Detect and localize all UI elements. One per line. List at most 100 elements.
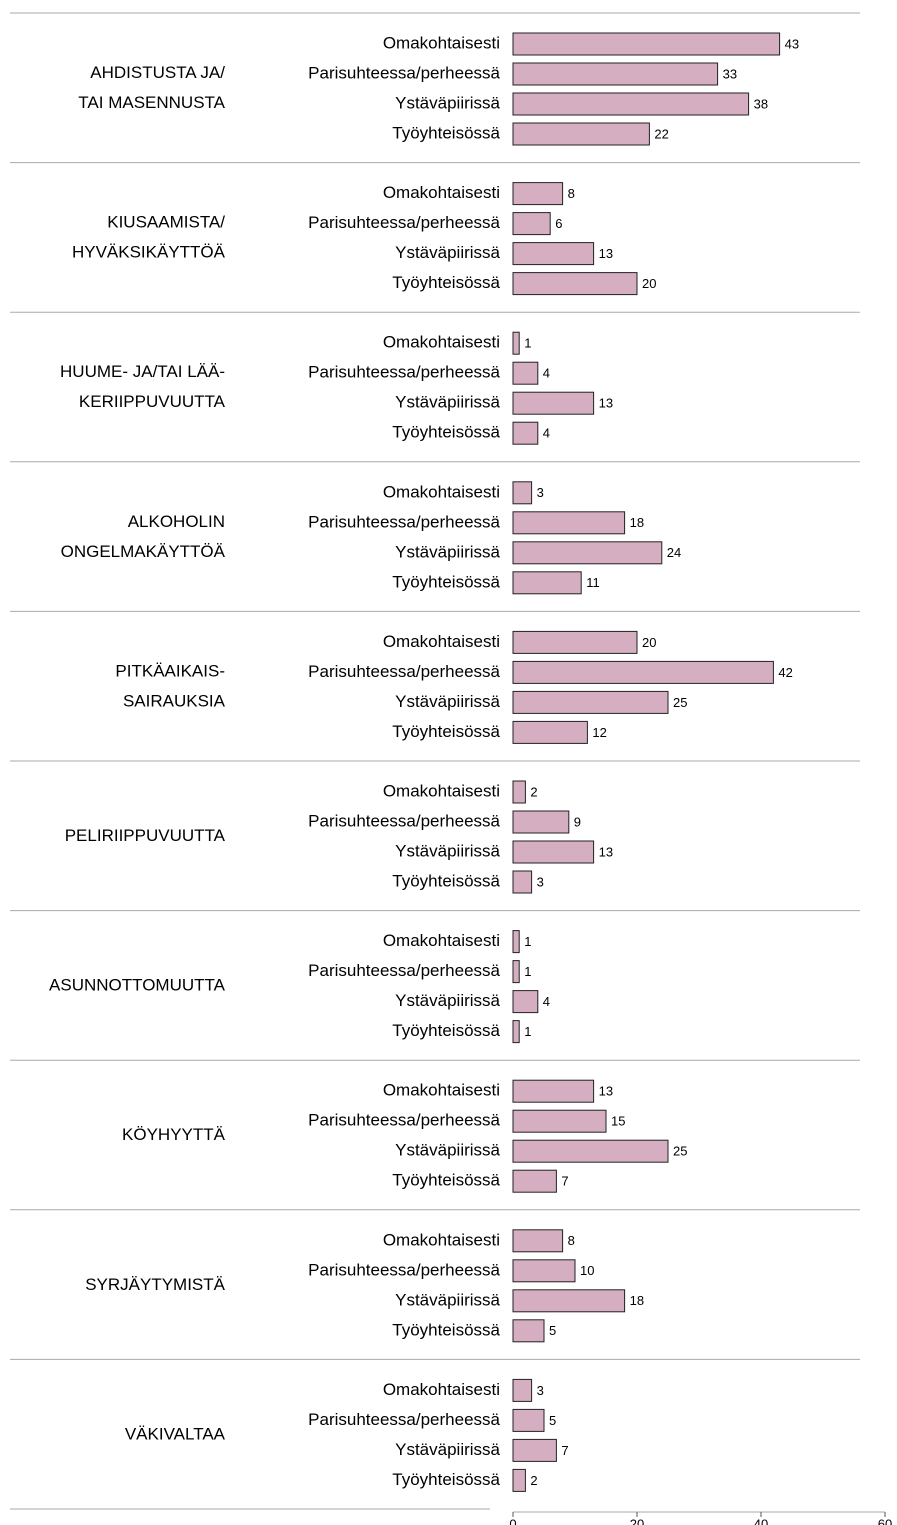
bar bbox=[512, 62, 719, 86]
value-label: 6 bbox=[555, 216, 562, 231]
bar bbox=[512, 92, 750, 116]
value-label: 20 bbox=[642, 276, 656, 291]
row-label: Työyhteisössä bbox=[392, 572, 500, 591]
group-label: KIUSAAMISTA/HYVÄKSIKÄYTTÖÄ bbox=[72, 213, 226, 262]
group-label-line: PELIRIIPPUVUUTTA bbox=[65, 826, 226, 845]
bar bbox=[512, 571, 582, 595]
group-label: PELIRIIPPUVUUTTA bbox=[65, 826, 226, 845]
group-label-line: SAIRAUKSIA bbox=[123, 692, 226, 711]
bar bbox=[512, 1020, 520, 1044]
bar bbox=[512, 720, 588, 744]
row-label: Ystäväpiirissä bbox=[395, 393, 500, 412]
value-label: 18 bbox=[630, 515, 644, 530]
bar bbox=[512, 272, 638, 296]
value-label: 2 bbox=[530, 784, 537, 799]
group-label-line: KÖYHYYTTÄ bbox=[122, 1126, 226, 1145]
value-label: 2 bbox=[530, 1473, 537, 1488]
bar bbox=[512, 1169, 557, 1193]
value-label: 1 bbox=[524, 934, 531, 949]
value-label: 15 bbox=[611, 1114, 625, 1129]
value-label: 20 bbox=[642, 635, 656, 650]
row-label: Omakohtaisesti bbox=[383, 1230, 500, 1249]
bar bbox=[512, 182, 564, 206]
group-label-line: HUUME- JA/TAI LÄÄ- bbox=[60, 363, 225, 382]
row-label: Omakohtaisesti bbox=[383, 1380, 500, 1399]
group-label-line: ALKOHOLIN bbox=[128, 512, 225, 531]
group-label: SYRJÄYTYMISTÄ bbox=[85, 1275, 225, 1294]
row-label: Ystäväpiirissä bbox=[395, 1440, 500, 1459]
group-label-line: VÄKIVALTAA bbox=[125, 1425, 226, 1444]
row-label: Työyhteisössä bbox=[392, 1171, 500, 1190]
row-label: Omakohtaisesti bbox=[383, 33, 500, 52]
value-label: 8 bbox=[568, 1233, 575, 1248]
bar bbox=[512, 840, 595, 864]
bar bbox=[512, 960, 520, 984]
value-label: 3 bbox=[537, 1383, 544, 1398]
x-tick-label: 60 bbox=[878, 1516, 892, 1525]
value-label: 1 bbox=[524, 336, 531, 351]
row-label: Ystäväpiirissä bbox=[395, 692, 500, 711]
bar bbox=[512, 391, 595, 415]
group-label: HUUME- JA/TAI LÄÄ- KERIIPPUVUUTTA bbox=[60, 363, 226, 412]
bar bbox=[512, 870, 533, 894]
value-label: 13 bbox=[599, 1084, 613, 1099]
bar bbox=[512, 1259, 576, 1283]
value-label: 42 bbox=[778, 665, 792, 680]
group-label: AHDISTUSTA JA/TAI MASENNUSTA bbox=[78, 63, 225, 112]
row-label: Työyhteisössä bbox=[392, 273, 500, 292]
bar bbox=[512, 1438, 557, 1462]
row-label: Omakohtaisesti bbox=[383, 333, 500, 352]
value-label: 33 bbox=[723, 66, 737, 81]
group-label-line: HYVÄKSIKÄYTTÖÄ bbox=[72, 243, 226, 262]
value-label: 11 bbox=[586, 575, 600, 590]
bar bbox=[512, 212, 551, 236]
bar bbox=[512, 122, 650, 146]
group-label: VÄKIVALTAA bbox=[125, 1425, 226, 1444]
row-label: Omakohtaisesti bbox=[383, 632, 500, 651]
row-label: Parisuhteessa/perheessä bbox=[308, 1111, 500, 1130]
row-label: Työyhteisössä bbox=[392, 123, 500, 142]
row-label: Parisuhteessa/perheessä bbox=[308, 662, 500, 681]
row-label: Työyhteisössä bbox=[392, 722, 500, 741]
group-label-line: PITKÄAIKAIS- bbox=[115, 662, 225, 681]
group-label-line: SYRJÄYTYMISTÄ bbox=[85, 1275, 225, 1294]
value-label: 22 bbox=[654, 126, 668, 141]
value-label: 10 bbox=[580, 1263, 594, 1278]
row-label: Omakohtaisesti bbox=[383, 482, 500, 501]
bar bbox=[512, 1319, 545, 1343]
bar bbox=[512, 481, 533, 505]
bar bbox=[512, 1139, 669, 1163]
row-label: Työyhteisössä bbox=[392, 1320, 500, 1339]
bar bbox=[512, 660, 774, 684]
bar bbox=[512, 511, 626, 535]
bar bbox=[512, 1468, 526, 1492]
value-label: 43 bbox=[785, 36, 799, 51]
bar bbox=[512, 810, 570, 834]
value-label: 3 bbox=[537, 874, 544, 889]
bar bbox=[512, 1378, 533, 1402]
row-label: Työyhteisössä bbox=[392, 871, 500, 890]
value-label: 24 bbox=[667, 545, 681, 560]
row-label: Parisuhteessa/perheessä bbox=[308, 213, 500, 232]
value-label: 12 bbox=[592, 725, 606, 740]
row-label: Omakohtaisesti bbox=[383, 781, 500, 800]
bar bbox=[512, 1289, 626, 1313]
group-label: KÖYHYYTTÄ bbox=[122, 1126, 226, 1145]
value-label: 4 bbox=[543, 366, 550, 381]
value-label: 4 bbox=[543, 426, 550, 441]
bar bbox=[512, 331, 520, 355]
value-label: 25 bbox=[673, 695, 687, 710]
row-label: Työyhteisössä bbox=[392, 423, 500, 442]
bar bbox=[512, 1408, 545, 1432]
row-label: Parisuhteessa/perheessä bbox=[308, 512, 500, 531]
row-label: Työyhteisössä bbox=[392, 1470, 500, 1489]
group-label: PITKÄAIKAIS- SAIRAUKSIA bbox=[115, 662, 225, 711]
value-label: 9 bbox=[574, 814, 581, 829]
row-label: Parisuhteessa/perheessä bbox=[308, 363, 500, 382]
bar bbox=[512, 1109, 607, 1133]
bar bbox=[512, 630, 638, 654]
bar bbox=[512, 1079, 595, 1103]
bar bbox=[512, 990, 539, 1014]
row-label: Parisuhteessa/perheessä bbox=[308, 961, 500, 980]
bar bbox=[512, 930, 520, 954]
